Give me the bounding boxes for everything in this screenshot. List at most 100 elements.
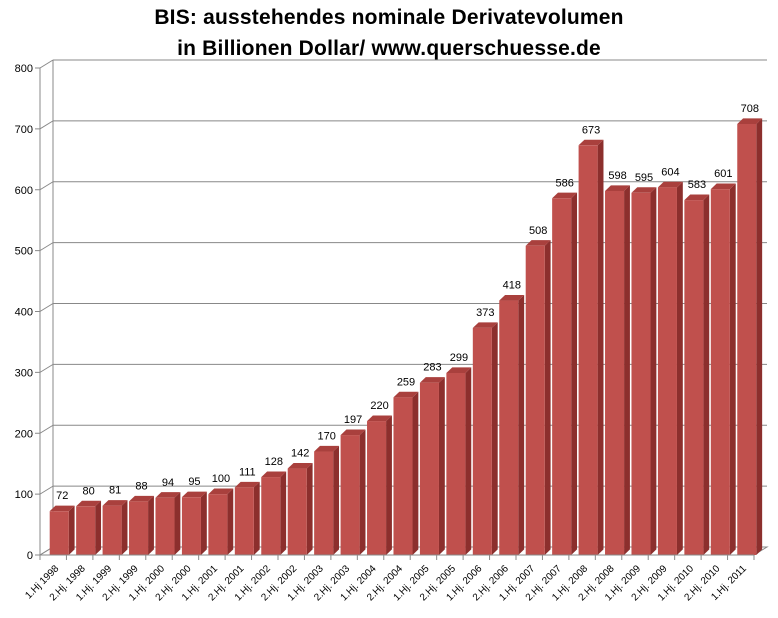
gridline-depth xyxy=(39,363,54,373)
bar-side xyxy=(729,183,736,555)
bar-side xyxy=(650,187,657,555)
bar-top xyxy=(287,462,313,469)
chart-title-line2: in Billionen Dollar/ www.querschuesse.de xyxy=(177,37,601,60)
bar-front xyxy=(737,124,757,555)
bar-side xyxy=(227,488,234,555)
bar-top xyxy=(552,192,578,199)
bar-top xyxy=(446,367,472,373)
bar-front xyxy=(578,145,598,555)
gridline-depth xyxy=(39,485,54,495)
bar-front xyxy=(181,497,201,555)
bar-front xyxy=(684,200,704,555)
bar-top xyxy=(472,322,498,328)
data-label: 601 xyxy=(714,168,732,180)
bar xyxy=(261,471,287,555)
bar xyxy=(605,185,630,555)
bar xyxy=(340,429,366,555)
bar-front xyxy=(234,487,254,555)
gridline-depth xyxy=(39,303,54,312)
data-label: 586 xyxy=(555,177,573,189)
bar-side xyxy=(597,139,604,555)
bar xyxy=(631,187,657,555)
bar-side xyxy=(68,505,75,555)
bar-side xyxy=(676,181,683,555)
y-tick-label: 300 xyxy=(15,367,33,379)
bar-side xyxy=(306,462,313,555)
bar-front xyxy=(367,421,387,555)
bar-side xyxy=(703,194,710,555)
data-labels: 72 80 81 88 94 95 100 111 128 142 170 197 220 259 283 2… xyxy=(56,103,759,502)
bar-side xyxy=(280,471,287,555)
bar-top xyxy=(102,500,128,506)
bar-front xyxy=(208,494,228,555)
bar-side xyxy=(200,491,207,555)
bar xyxy=(102,500,128,555)
bar-top xyxy=(578,139,604,146)
bar-side xyxy=(333,445,340,555)
bar-top xyxy=(234,481,260,488)
bar-top xyxy=(657,181,683,188)
data-label: 111 xyxy=(239,466,256,478)
bar-side xyxy=(518,294,525,555)
data-label: 598 xyxy=(608,170,626,182)
bar-front xyxy=(446,372,466,555)
bar-front xyxy=(525,245,545,555)
bar-front xyxy=(419,382,439,555)
bar-front xyxy=(76,506,96,555)
bar xyxy=(155,492,181,555)
data-label: 373 xyxy=(476,307,494,319)
bar-front xyxy=(340,435,360,555)
bar xyxy=(393,391,419,555)
chart-title-line1: BIS: ausstehendes nominale Derivatevolum… xyxy=(154,6,624,29)
y-tick-label: 200 xyxy=(15,428,33,440)
chart-title: BIS: ausstehendes nominale Derivatevolum… xyxy=(0,0,778,64)
bar-top xyxy=(129,495,154,502)
bar-front xyxy=(287,468,307,555)
y-tick-label: 700 xyxy=(15,124,33,136)
gridline-depth xyxy=(39,120,54,130)
bar-side xyxy=(571,192,578,556)
data-label: 299 xyxy=(450,352,468,364)
bar xyxy=(472,322,498,555)
bar-front xyxy=(605,190,625,555)
bar-top xyxy=(340,429,366,436)
bar xyxy=(76,500,102,555)
bar xyxy=(737,118,763,555)
data-label: 418 xyxy=(503,280,521,292)
data-label: 80 xyxy=(83,485,95,497)
data-label: 88 xyxy=(135,480,147,492)
bar-front xyxy=(657,187,677,555)
bar xyxy=(710,183,736,556)
bar-side xyxy=(756,118,763,555)
y-tick-label: 0 xyxy=(27,550,33,562)
bar-top xyxy=(367,415,392,422)
data-label: 283 xyxy=(423,362,441,374)
bar xyxy=(367,415,392,555)
bar-side xyxy=(624,185,630,555)
bar-top xyxy=(737,118,763,125)
bar xyxy=(419,377,445,555)
bar xyxy=(525,240,551,555)
gridline-depth xyxy=(39,424,54,434)
bar xyxy=(234,481,260,555)
bar-side xyxy=(491,322,498,555)
gridline-depth xyxy=(39,181,54,191)
data-label: 220 xyxy=(370,400,388,412)
data-label: 508 xyxy=(529,225,547,237)
data-label: 604 xyxy=(661,166,679,178)
y-tick-label: 400 xyxy=(15,307,33,319)
bar xyxy=(129,495,154,555)
bar-top xyxy=(605,185,630,191)
bar xyxy=(657,181,683,555)
bars xyxy=(49,118,763,556)
data-label: 142 xyxy=(291,448,309,460)
bar-top xyxy=(393,391,419,398)
data-label: 100 xyxy=(212,473,230,485)
gridline-depth xyxy=(39,242,54,252)
y-tick-label: 600 xyxy=(15,185,33,197)
bar-side xyxy=(121,500,128,555)
bar-side xyxy=(386,415,392,555)
data-label: 128 xyxy=(265,456,283,468)
